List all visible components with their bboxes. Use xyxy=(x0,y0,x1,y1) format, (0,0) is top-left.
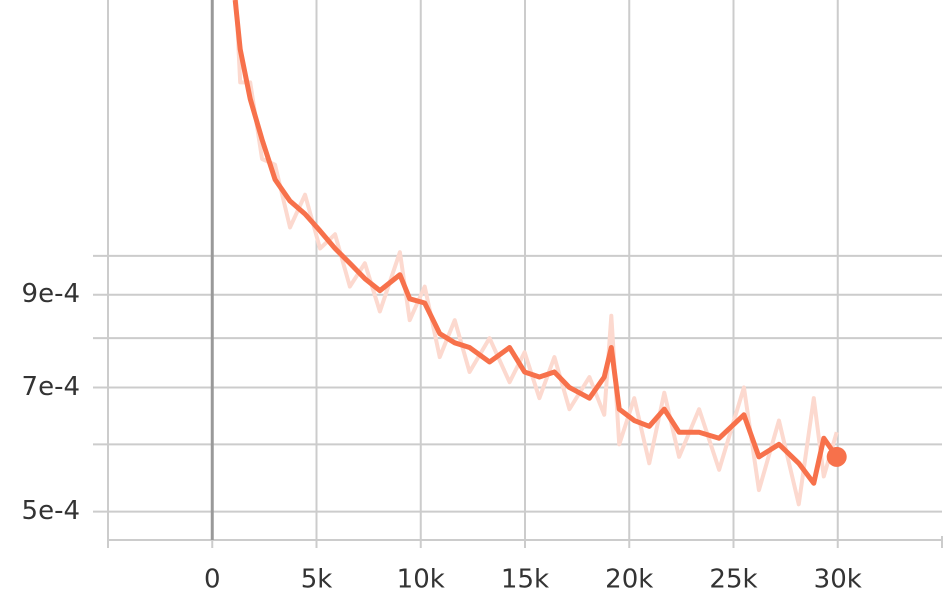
plot-area xyxy=(232,0,839,507)
x-tick-label: 5k xyxy=(301,565,333,595)
smoothed-line xyxy=(232,0,839,486)
x-tick-label: 30k xyxy=(814,565,862,595)
raw-line xyxy=(234,0,839,507)
x-tick-label: 25k xyxy=(709,565,757,595)
end-point xyxy=(826,446,847,467)
x-tick-label: 10k xyxy=(397,565,445,595)
y-tick-label: 7e-4 xyxy=(22,372,80,402)
x-tick-label: 20k xyxy=(605,565,653,595)
x-tick-label: 15k xyxy=(501,565,549,595)
y-tick-label: 9e-4 xyxy=(22,279,80,309)
y-tick-label: 5e-4 xyxy=(22,496,80,526)
x-tick-label: 0 xyxy=(204,565,221,595)
